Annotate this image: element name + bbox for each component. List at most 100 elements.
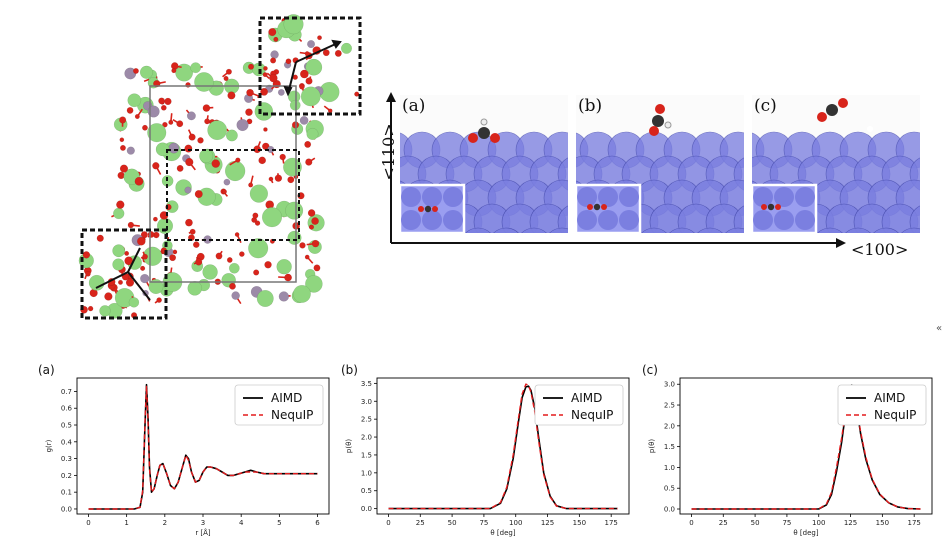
crystal-atom [354,92,359,97]
slab-atom [812,228,848,264]
crystal-atom [288,176,295,183]
crystal-atom [161,105,166,110]
crystal-atom [312,240,319,247]
x-tick-label: 100 [509,519,522,527]
y-tick-label: 3.0 [664,381,675,389]
crystal-atom [140,266,145,271]
inset-carbon [594,204,600,210]
inset-atom [443,210,463,230]
x-tick-label: 125 [541,519,554,527]
y-tick-label: 0.4 [61,438,73,446]
inset-atom [774,210,794,230]
y-tick-label: 0.5 [61,422,72,430]
surface-panels: <110> <100> (a)(b)(c) [376,92,942,264]
crystal-structure [79,14,360,318]
crystal-atom [99,305,110,316]
crystal-atom [113,208,124,219]
crystal-atom [307,128,319,140]
crystal-atom [248,183,253,188]
y-tick-label: 0.1 [61,489,72,497]
crystal-atom [317,36,321,40]
y-tick-label: 0.5 [664,485,675,493]
crystal-atom [137,237,145,245]
surface-panel-label: (c) [754,96,777,116]
crystal-atom [257,290,273,306]
crystal-atom [227,257,232,262]
crystal-atom [262,207,282,227]
oxygen-atom [468,133,478,143]
slab-atom [636,228,672,264]
x-tick-label: 25 [416,519,425,527]
crystal-atom [265,261,272,268]
x-tick-label: 75 [782,519,791,527]
crystal-atom [135,177,143,185]
crystal-atom [235,158,240,163]
crystal-atom [189,134,196,141]
x-tick-label: 5 [277,519,281,527]
surface-panel-3: (c) [728,95,942,264]
crystal-atom [277,259,292,274]
x-tick-label: 0 [386,519,390,527]
y-axis-label: g(r) [45,439,53,452]
crystal-atom [275,175,282,182]
crystal-atom [341,43,352,54]
crystal-atom [226,130,237,141]
slab-atom [664,228,700,264]
x-tick-label: 50 [751,519,760,527]
crystal-atom [216,253,222,259]
crystal-atom [140,274,149,283]
inset-atom [619,210,639,230]
y-tick-label: 0.0 [61,505,72,513]
crystal-atom [148,231,154,237]
crystal-atom [185,187,192,194]
crystal-atom [83,251,90,258]
x-tick-label: 175 [604,519,617,527]
inset-oxygen [418,206,424,212]
crystal-atom [232,292,240,300]
slab-atom [544,228,580,264]
crystal-atom [237,119,249,131]
crystal-atom [268,28,276,36]
crystal-atom [128,94,141,107]
carbon-atom [652,115,664,127]
crystal-atom [173,250,177,254]
crystal-atom [225,161,245,181]
crystal-atom [248,64,254,70]
crystal-atom [185,219,192,226]
crystal-atom [203,104,210,111]
oxygen-atom [817,112,827,122]
y-axis-label: p(θ) [345,439,353,453]
inset-atom [577,187,597,207]
crystal-atom [203,265,218,280]
axis-110-arrowhead [386,92,396,102]
panel-label: (a) [38,363,55,377]
crystal-atom [269,177,273,181]
slab-atom [488,228,524,264]
y-tick-label: 1.5 [361,451,372,459]
inset-atom [795,210,815,230]
crystal-atom [169,254,175,260]
crystal-atom [269,74,277,82]
crystal-atom [245,109,252,116]
inset-oxygen [432,206,438,212]
legend-label-nequip: NequIP [571,408,613,422]
crystal-atom [104,293,112,301]
x-tick-label: 4 [239,519,244,527]
crystal-atom [306,78,313,85]
inset-atom [774,187,794,207]
crystal-atom [187,112,196,121]
crystal-atom [229,263,239,273]
crystal-atom [260,88,267,95]
x-axis-label: θ [deg] [793,529,818,537]
crystal-atom [280,154,286,160]
crystal-atom [119,117,126,124]
crystal-atom [120,165,128,173]
x-tick-label: 3 [201,519,205,527]
y-tick-label: 0.2 [61,472,72,480]
crystal-atom [286,59,291,64]
y-tick-label: 0.0 [664,506,675,514]
oxygen-atom [655,104,665,114]
crystal-atom [195,190,203,198]
crystal-atom [212,160,220,168]
